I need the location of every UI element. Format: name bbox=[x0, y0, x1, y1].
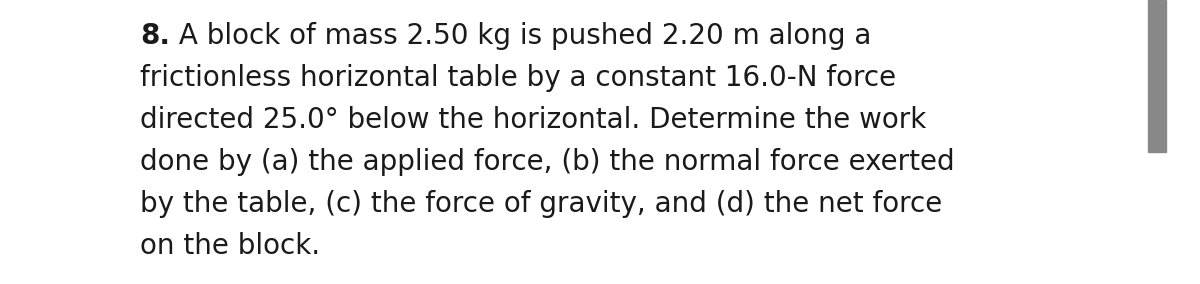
Text: directed 25.0° below the horizontal. Determine the work: directed 25.0° below the horizontal. Det… bbox=[140, 106, 926, 134]
Text: A block of mass 2.50 kg is pushed 2.20 m along a: A block of mass 2.50 kg is pushed 2.20 m… bbox=[170, 22, 871, 50]
Text: frictionless horizontal table by a constant 16.0-N force: frictionless horizontal table by a const… bbox=[140, 64, 896, 92]
Text: done by (a) the applied force, (b) the normal force exerted: done by (a) the applied force, (b) the n… bbox=[140, 148, 955, 176]
Bar bbox=[1148, 0, 1166, 152]
Text: 8.: 8. bbox=[140, 22, 170, 50]
Text: on the block.: on the block. bbox=[140, 232, 320, 260]
Text: by the table, (c) the force of gravity, and (d) the net force: by the table, (c) the force of gravity, … bbox=[140, 190, 942, 218]
